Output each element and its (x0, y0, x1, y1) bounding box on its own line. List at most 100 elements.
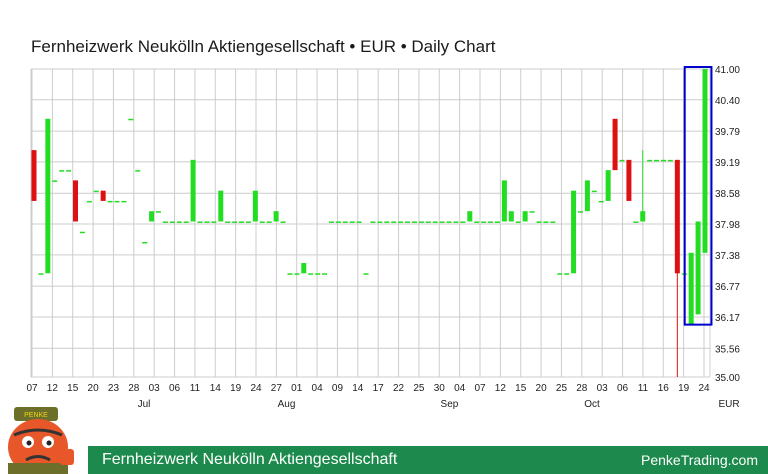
candle-up (169, 221, 175, 223)
candle-up (252, 190, 258, 222)
candle-up (370, 221, 376, 223)
candle-up (197, 221, 203, 223)
candle-up (245, 221, 251, 223)
candle-up (398, 221, 404, 223)
y-tick-label: 41.00 (715, 65, 740, 76)
x-tick-label: 04 (312, 383, 324, 394)
x-tick-label: 19 (230, 383, 242, 394)
candle-up (411, 221, 417, 223)
candle-up (529, 211, 535, 213)
candle-up (52, 180, 58, 182)
x-tick-label: 15 (67, 383, 79, 394)
x-tick-label: 15 (515, 383, 527, 394)
candle-up (702, 69, 708, 253)
x-tick-label: 20 (536, 383, 548, 394)
candle-up (45, 118, 51, 274)
candle-up (176, 221, 182, 223)
mascot-hat (14, 407, 58, 421)
candle-up (377, 221, 383, 223)
candle-up (183, 221, 189, 223)
y-tick-label: 36.77 (715, 282, 740, 293)
candle-up (536, 221, 542, 223)
candle-up (515, 221, 521, 223)
x-tick-label: 06 (617, 383, 629, 394)
candle-up (501, 180, 507, 222)
footer-company-name: Fernheizwerk Neukölln Aktiengesellschaft (102, 451, 398, 468)
candle-up (204, 221, 210, 223)
candle-up (162, 221, 168, 223)
highlight-box (683, 66, 713, 326)
candle-up (149, 211, 155, 222)
x-tick-label: 28 (128, 383, 140, 394)
candle-up (508, 211, 514, 222)
candle-up (584, 180, 590, 212)
candle-up (266, 221, 272, 223)
mascot-character-icon: PENKE (8, 407, 74, 474)
candle-up (38, 273, 44, 275)
candle-up (647, 159, 653, 162)
x-tick-label: 07 (26, 383, 38, 394)
x-tick-label: 24 (250, 383, 262, 394)
candle-up (308, 273, 314, 275)
candle-up (660, 159, 666, 162)
candle-up (494, 221, 500, 223)
candle-up (688, 252, 694, 325)
x-tick-label: 25 (556, 383, 568, 394)
x-tick-label: 06 (169, 383, 181, 394)
candle-up (363, 273, 369, 275)
candle-up (79, 231, 85, 234)
month-label: Aug (278, 399, 296, 410)
candle-up (335, 221, 341, 223)
candle-up (107, 200, 113, 203)
candle-up (86, 200, 92, 203)
candle-up (695, 221, 701, 315)
candle-up (467, 211, 473, 222)
currency-label: EUR (718, 399, 739, 410)
candle-up (301, 263, 307, 274)
candle-up (488, 221, 494, 223)
candle-up (460, 221, 466, 223)
candle-up (384, 221, 390, 223)
x-tick-label: 28 (576, 383, 588, 394)
candle-up (405, 221, 411, 223)
candle-up (640, 211, 646, 222)
candle-up (190, 159, 196, 222)
candle-up (598, 200, 604, 203)
x-tick-label: 09 (332, 383, 344, 394)
candle-up (432, 221, 438, 223)
x-tick-label: 23 (108, 383, 120, 394)
candle-up (59, 170, 65, 172)
x-tick-label: 17 (373, 383, 385, 394)
candle-up (322, 273, 328, 275)
candle-up (294, 273, 300, 275)
candle-up (218, 190, 224, 222)
candle-up (239, 221, 245, 223)
candle-up (543, 221, 549, 223)
candle-up (121, 200, 127, 203)
candle-up (446, 221, 452, 223)
candle-up (522, 211, 528, 222)
y-tick-label: 37.98 (715, 220, 740, 231)
candle-up (667, 159, 673, 162)
candle-down (674, 159, 680, 274)
footer-site-link[interactable]: PenkeTrading.com (641, 452, 758, 468)
y-tick-label: 39.79 (715, 127, 740, 138)
y-axis: 41.00 40.40 39.79 39.19 38.58 37.98 37.38 36.77… (715, 65, 740, 384)
x-tick-label: 14 (210, 383, 222, 394)
candle-up (605, 170, 611, 201)
x-tick-label: 24 (698, 383, 710, 394)
candle-up (259, 221, 265, 223)
highlight-box-layer (683, 66, 713, 326)
candle-up (550, 221, 556, 223)
y-tick-label: 37.38 (715, 251, 740, 262)
candle-up (128, 118, 134, 121)
month-label: Oct (584, 399, 600, 410)
x-tick-label: 19 (678, 383, 690, 394)
x-tick-label: 03 (597, 383, 609, 394)
footer-bar: Fernheizwerk Neukölln Aktiengesellschaft… (88, 446, 768, 474)
x-tick-label: 07 (474, 383, 486, 394)
y-tick-label: 35.56 (715, 344, 740, 355)
y-tick-label: 38.58 (715, 189, 740, 200)
candle-up (564, 273, 570, 275)
month-label: Sep (441, 399, 459, 410)
